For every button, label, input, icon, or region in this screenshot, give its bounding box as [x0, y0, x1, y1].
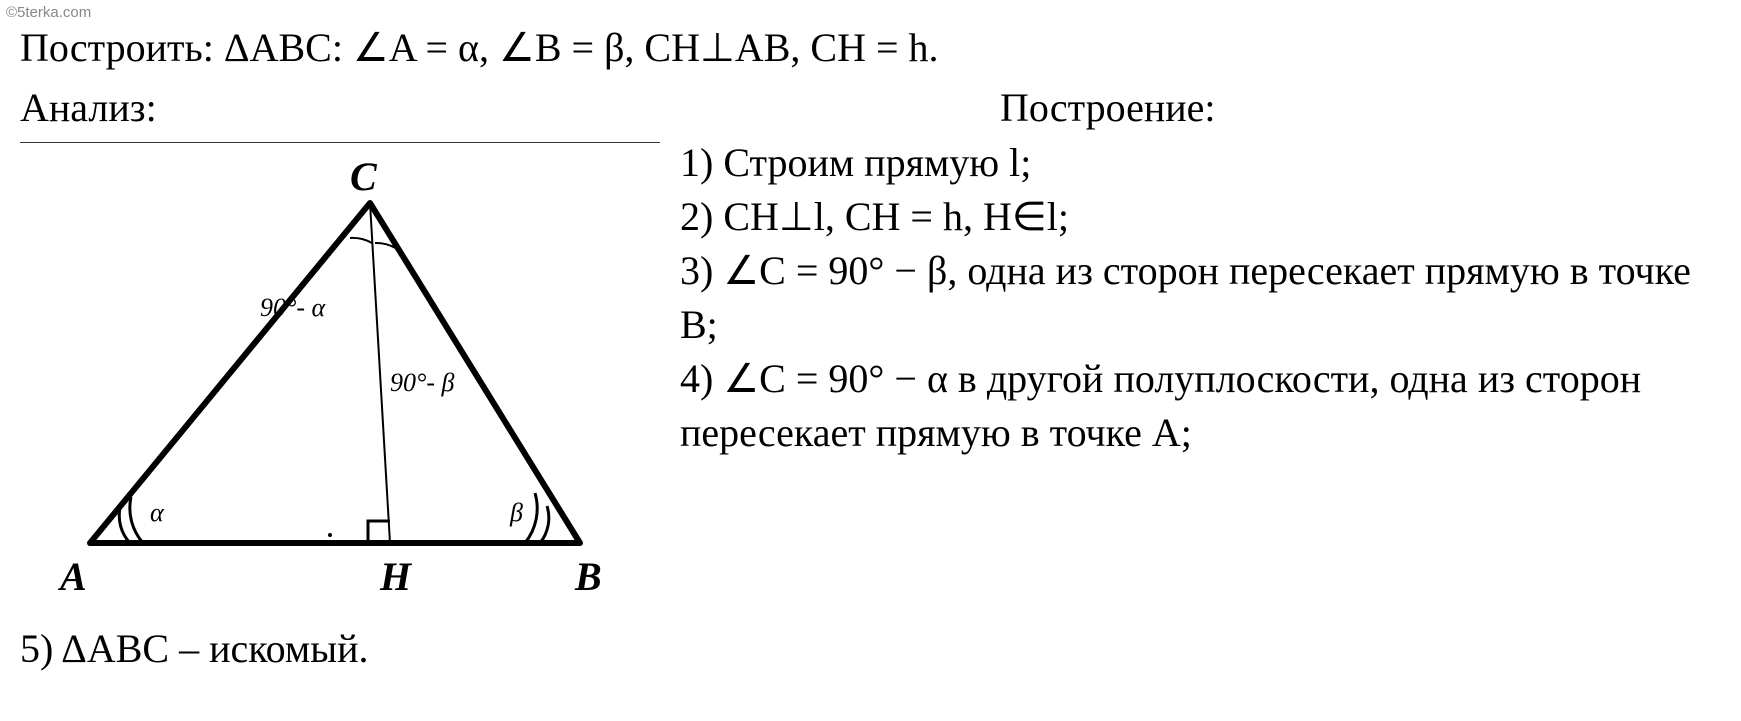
step-4: 4) ∠C = 90° − α в другой полуплоскости, …	[680, 352, 1721, 460]
triangle-figure: A H B C α β 90°- α 90°- β	[20, 143, 660, 613]
triangle-outline	[90, 203, 580, 543]
label-b: B	[575, 553, 602, 600]
label-alpha: α	[150, 498, 164, 528]
left-column: Анализ:	[20, 80, 660, 613]
step-3: 3) ∠C = 90° − β, одна из сторон пересека…	[680, 244, 1721, 352]
label-h: H	[380, 553, 411, 600]
stray-dot	[328, 533, 332, 537]
right-angle-mark	[368, 521, 390, 543]
label-c: C	[350, 153, 377, 200]
page: ©5terka.com Построить: ΔABC: ∠A = α, ∠B …	[0, 0, 1741, 721]
altitude-ch	[370, 203, 390, 543]
angle-arc-c-left	[350, 238, 372, 243]
step-1: 1) Строим прямую l;	[680, 136, 1721, 190]
label-beta: β	[510, 498, 523, 528]
analysis-header: Анализ:	[20, 80, 660, 136]
step-5-final: 5) ΔABC – искомый.	[20, 621, 1721, 677]
angle-arc-a-1	[119, 508, 130, 543]
angle-arc-b-2	[525, 493, 537, 543]
task-line: Построить: ΔABC: ∠A = α, ∠B = β, CH⊥AB, …	[20, 20, 1721, 76]
step-2: 2) CH⊥l, CH = h, H∈l;	[680, 190, 1721, 244]
angle-arc-a-2	[130, 497, 143, 543]
label-angle-90-beta: 90°- β	[390, 368, 455, 398]
construction-header: Построение:	[680, 80, 1721, 136]
triangle-svg	[20, 143, 660, 613]
two-column-layout: Анализ:	[20, 80, 1721, 613]
watermark: ©5terka.com	[0, 0, 97, 25]
right-column: Построение: 1) Строим прямую l; 2) CH⊥l,…	[660, 80, 1721, 460]
angle-arc-b-1	[540, 506, 549, 543]
label-angle-90-alpha: 90°- α	[260, 293, 325, 323]
label-a: A	[60, 553, 87, 600]
